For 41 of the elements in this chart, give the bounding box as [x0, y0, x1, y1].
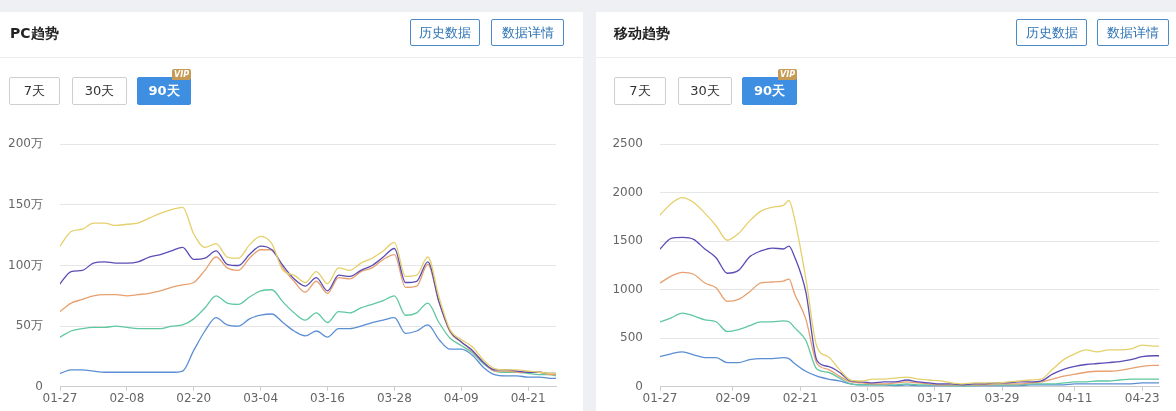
y-tick-label: 100万: [8, 257, 43, 272]
y-tick-label: 150万: [8, 196, 43, 211]
x-tick-label: 01-27: [642, 391, 678, 406]
y-tick-label: 2500: [612, 136, 643, 151]
range-tab[interactable]: 30天: [72, 77, 127, 105]
x-tick-label: 03-05: [850, 391, 885, 406]
x-tick-label: 02-20: [176, 391, 212, 406]
x-tick-label: 02-09: [715, 391, 751, 406]
chart-title: PC趋势: [10, 24, 59, 42]
x-tick-label: 04-23: [1124, 391, 1160, 406]
y-tick-label: 0: [35, 378, 43, 393]
x-tick-label: 04-09: [443, 391, 479, 406]
header-button[interactable]: 数据详情: [1097, 19, 1169, 46]
range-tab[interactable]: 90天: [742, 77, 797, 105]
x-tick-label: 04-21: [510, 391, 546, 406]
x-tick-label: 03-16: [310, 391, 345, 406]
range-tab[interactable]: 7天: [9, 77, 60, 105]
y-tick-label: 1500: [612, 233, 643, 248]
badge: VIP: [171, 69, 191, 80]
range-tab[interactable]: 30天: [678, 77, 732, 105]
y-tick-label: 0: [635, 378, 643, 393]
header-button[interactable]: 历史数据: [410, 19, 480, 46]
y-tick-label: 50万: [15, 318, 43, 333]
x-tick-label: 01-27: [42, 391, 78, 406]
x-tick-label: 03-29: [984, 391, 1020, 406]
range-tab[interactable]: 7天: [614, 77, 666, 105]
x-tick-label: 02-08: [109, 391, 145, 406]
chart-title: 移动趋势: [614, 24, 670, 42]
y-tick-label: 2000: [612, 184, 643, 199]
header-button[interactable]: 数据详情: [491, 19, 564, 46]
range-tab[interactable]: 90天: [137, 77, 191, 105]
y-tick-label: 500: [620, 330, 643, 345]
x-tick-label: 02-21: [782, 391, 818, 406]
y-tick-label: 1000: [612, 281, 643, 296]
header-button[interactable]: 历史数据: [1016, 19, 1087, 46]
x-tick-label: 03-28: [376, 391, 412, 406]
x-tick-label: 03-17: [917, 391, 953, 406]
x-tick-label: 04-11: [1057, 391, 1093, 406]
x-tick-label: 03-04: [243, 391, 279, 406]
y-tick-label: 200万: [8, 136, 43, 151]
badge: VIP: [777, 69, 797, 80]
